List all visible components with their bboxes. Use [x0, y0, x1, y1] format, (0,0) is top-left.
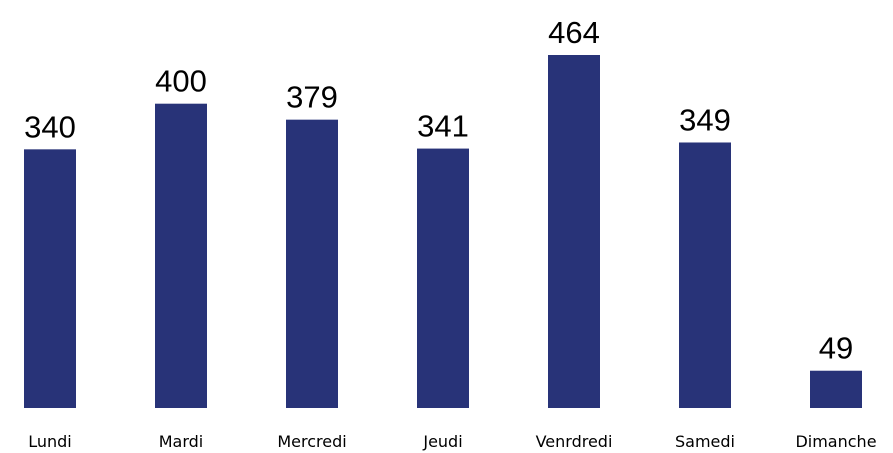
bar	[155, 103, 207, 409]
x-tick-label: Samedi	[675, 432, 735, 451]
bar	[810, 370, 862, 408]
value-label: 379	[286, 80, 338, 115]
bar	[679, 142, 731, 408]
value-label: 341	[417, 109, 469, 144]
value-label: 340	[24, 109, 76, 144]
value-label: 400	[155, 64, 207, 99]
value-label: 49	[819, 331, 853, 366]
bar	[417, 148, 469, 408]
value-label: 464	[548, 15, 600, 50]
bar	[24, 149, 76, 408]
x-tick-label: Mardi	[159, 432, 204, 451]
x-tick-label: Dimanche	[795, 432, 876, 451]
bar	[286, 119, 338, 408]
x-tick-label: Venrdredi	[536, 432, 613, 451]
value-label: 349	[679, 102, 731, 137]
bar	[548, 55, 600, 408]
x-tick-label: Mercredi	[277, 432, 346, 451]
x-tick-label: Lundi	[28, 432, 72, 451]
x-tick-label: Jeudi	[422, 432, 462, 451]
